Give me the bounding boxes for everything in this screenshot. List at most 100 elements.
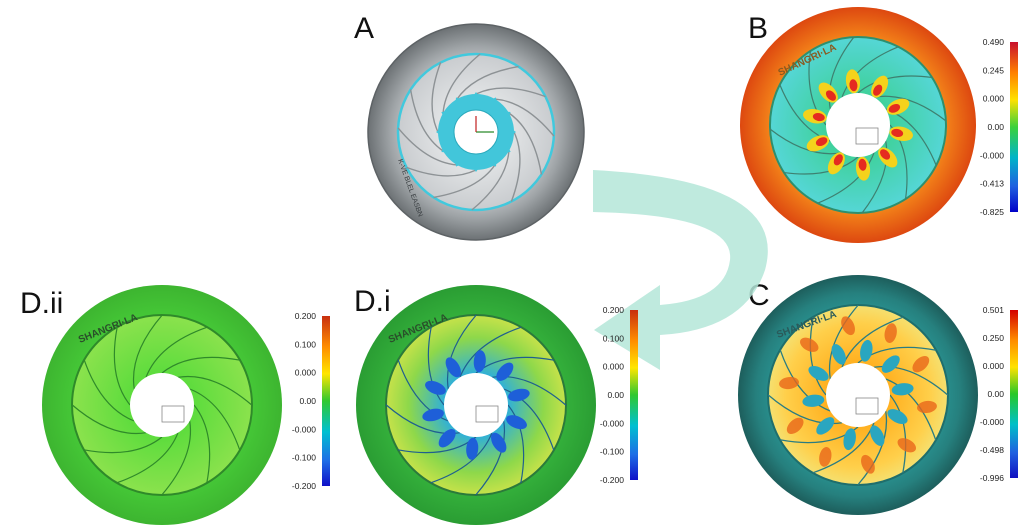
blade — [828, 36, 855, 110]
coldspot — [508, 388, 530, 402]
blade — [71, 404, 147, 435]
blade — [809, 316, 827, 396]
impeller-b: SHANGRI·LA — [740, 7, 976, 243]
scale-tick-label: 0.100 — [603, 333, 625, 343]
scale-tick-label: 0.000 — [603, 362, 625, 372]
scale-tick-label: -0.498 — [980, 445, 1004, 455]
coldspot — [860, 339, 873, 362]
blade — [507, 404, 525, 484]
hotspot-core — [812, 112, 825, 122]
hotspot-core — [833, 154, 843, 166]
blade — [828, 304, 859, 380]
blade — [431, 62, 442, 133]
hotspot-core — [873, 84, 883, 96]
blade — [503, 388, 555, 451]
blade — [161, 356, 241, 374]
coldspot — [887, 409, 908, 425]
scale-tick-label: 0.00 — [987, 389, 1004, 399]
blade — [475, 420, 506, 496]
scale-tick-label: 0.200 — [603, 305, 625, 315]
scale-tick-label: 0.250 — [983, 333, 1005, 343]
color-bar-di — [630, 310, 638, 480]
hotspot — [897, 438, 917, 453]
coldspot — [881, 355, 900, 373]
hotspot — [841, 316, 855, 336]
hotspot — [912, 356, 930, 373]
panel-label-b: B — [748, 12, 769, 45]
hotspot-core — [891, 128, 904, 138]
blade — [397, 359, 449, 422]
coldspot — [870, 425, 885, 446]
coldspot — [422, 408, 444, 422]
coldspot — [466, 437, 479, 460]
hotspot-core — [858, 158, 867, 171]
coldspot — [831, 344, 846, 365]
color-scale-c: 0.501 0.250 0.000 0.00 -0.000 -0.498 -0.996 — [980, 305, 1018, 483]
coldspot — [843, 428, 856, 451]
blade — [177, 375, 253, 406]
blade — [857, 410, 888, 486]
hotspot — [819, 447, 832, 467]
blade — [510, 131, 521, 202]
blade — [841, 46, 899, 98]
blade — [83, 359, 135, 422]
blade — [409, 89, 444, 152]
color-bar-c — [1010, 310, 1018, 478]
blade — [817, 152, 875, 204]
panel-label-a: A — [354, 12, 375, 45]
scale-tick-label: 0.245 — [983, 65, 1005, 75]
hotspot-core — [880, 149, 891, 160]
hotspot-core — [815, 137, 828, 147]
blade — [861, 140, 888, 214]
scale-tick-label: -0.996 — [980, 473, 1004, 483]
blade — [459, 326, 522, 378]
hotspot — [861, 454, 875, 474]
blade — [116, 432, 179, 484]
panel-label-di: D.i — [354, 285, 391, 318]
blade — [193, 404, 211, 484]
scale-tick-label: 0.200 — [295, 311, 317, 321]
blade — [475, 87, 546, 98]
blade — [494, 98, 555, 137]
color-scale-b: 0.490 0.245 0.000 0.00 -0.000 -0.413 -0.825 — [980, 37, 1018, 217]
scale-tick-label: 0.100 — [295, 339, 317, 349]
impeller-di: SHANGRI·LA — [356, 285, 596, 525]
blade — [889, 394, 907, 474]
coldspot — [491, 432, 507, 453]
hotspot-core — [888, 103, 901, 113]
scale-tick-label: -0.000 — [292, 424, 316, 434]
blade — [83, 436, 163, 454]
coldspot — [816, 417, 835, 435]
blade — [397, 127, 458, 166]
blade — [433, 164, 496, 199]
coldspot — [802, 394, 825, 407]
impeller-dii: SHANGRI·LA — [42, 285, 282, 525]
impeller-c: SHANGRI·LA — [738, 275, 978, 515]
hotspot — [799, 337, 819, 352]
blade — [446, 314, 477, 390]
blade — [873, 95, 947, 122]
blade — [189, 388, 241, 451]
hotspot — [917, 400, 937, 414]
blade — [783, 156, 859, 175]
scale-tick-label: -0.413 — [980, 179, 1004, 189]
blade — [769, 128, 843, 155]
hotspot-core — [849, 79, 858, 92]
coldspot — [891, 383, 914, 396]
scale-tick-label: -0.000 — [980, 417, 1004, 427]
coldspot — [496, 362, 514, 381]
blade — [406, 166, 477, 177]
scale-tick-label: -0.000 — [980, 150, 1004, 160]
scale-tick-label: 0.000 — [983, 94, 1005, 104]
scale-tick-label: 0.000 — [295, 368, 317, 378]
color-scale-di: 0.200 0.100 0.000 0.00 -0.000 -0.100 -0.200 — [600, 305, 638, 485]
coldspot — [438, 429, 456, 448]
scale-tick-label: 0.490 — [983, 37, 1005, 47]
scale-tick-label: -0.100 — [600, 447, 624, 457]
coldspot — [425, 380, 446, 395]
color-bar-b — [1010, 42, 1018, 212]
hotspot — [786, 417, 804, 434]
blade — [857, 75, 933, 94]
